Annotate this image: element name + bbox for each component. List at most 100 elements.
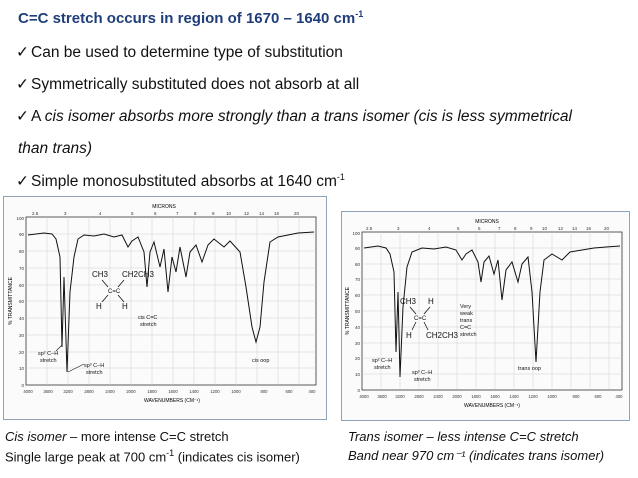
svg-text:7: 7 <box>498 226 501 231</box>
svg-text:50: 50 <box>19 299 25 304</box>
svg-text:2400: 2400 <box>105 389 115 394</box>
y-axis-label: % TRANSMITTANCE <box>345 286 351 335</box>
svg-text:70: 70 <box>355 277 361 282</box>
svg-text:3200: 3200 <box>395 394 405 399</box>
svg-text:C=C: C=C <box>108 289 121 295</box>
bullet-sup: -1 <box>336 172 345 182</box>
svg-text:weak: weak <box>459 311 473 317</box>
svg-text:CH2CH3: CH2CH3 <box>426 331 459 340</box>
svg-text:2.5: 2.5 <box>32 211 39 216</box>
svg-text:20: 20 <box>294 211 300 216</box>
svg-text:H: H <box>406 331 412 340</box>
ann-sp3: sp³ C–H <box>84 363 104 369</box>
svg-text:3: 3 <box>397 226 400 231</box>
svg-text:30: 30 <box>19 333 25 338</box>
svg-text:10: 10 <box>355 372 361 377</box>
svg-text:20: 20 <box>604 226 610 231</box>
trans-caption-line1: Trans isomer – less intense C=C stretch <box>348 429 579 444</box>
check-icon: ✓ <box>16 108 29 125</box>
svg-text:5: 5 <box>131 211 134 216</box>
check-icon: ✓ <box>16 76 29 93</box>
ann-cis-oop: cis oop <box>252 358 269 364</box>
svg-text:9: 9 <box>212 211 215 216</box>
bullet-text-a: A <box>31 108 45 125</box>
svg-text:4000: 4000 <box>359 394 369 399</box>
ann-sp2: sp² C–H <box>38 351 58 357</box>
svg-text:trans: trans <box>460 318 472 324</box>
svg-text:5: 5 <box>457 226 460 231</box>
svg-text:3600: 3600 <box>43 389 53 394</box>
svg-text:90: 90 <box>19 232 25 237</box>
svg-text:2.5: 2.5 <box>366 226 373 231</box>
svg-text:20: 20 <box>19 350 25 355</box>
bullet-text: Simple monosubstituted absorbs at 1640 c… <box>31 173 337 191</box>
check-icon: ✓ <box>16 173 29 191</box>
cis-caption-line1: Cis isomer – more intense C=C stretch <box>5 429 229 444</box>
svg-text:1800: 1800 <box>147 389 157 394</box>
svg-text:2000: 2000 <box>126 389 136 394</box>
svg-text:70: 70 <box>19 266 25 271</box>
svg-text:50: 50 <box>355 309 361 314</box>
svg-text:2000: 2000 <box>452 394 462 399</box>
trans-ir-spectrum: MICRONS 2.5 3 4 5 6 7 8 9 10 12 14 16 20 % TRANS… <box>341 211 630 421</box>
bullet-text: Symmetrically substituted does not absor… <box>31 76 360 93</box>
svg-text:1400: 1400 <box>509 394 519 399</box>
svg-text:6: 6 <box>478 226 481 231</box>
bullet-text-c: than trans) <box>18 140 93 157</box>
svg-text:10: 10 <box>19 366 25 371</box>
ann-trans-oop: trans oop <box>518 366 541 372</box>
y-axis-label: % TRANSMITTANCE <box>8 276 14 325</box>
svg-text:2800: 2800 <box>84 389 94 394</box>
svg-text:400: 400 <box>616 394 624 399</box>
svg-text:1600: 1600 <box>168 389 178 394</box>
bullet-2: ✓ Symmetrically substituted does not abso… <box>16 75 359 94</box>
microns-label: MICRONS <box>152 204 176 210</box>
svg-text:1800: 1800 <box>471 394 481 399</box>
svg-text:600: 600 <box>286 389 294 394</box>
title-text: C=C stretch occurs in region of 1670 – 1… <box>18 10 356 27</box>
bullet-3: ✓ A cis isomer absorbs more strongly than… <box>16 107 572 126</box>
x-axis-label: WAVENUMBERS (CM⁻¹) <box>144 398 200 404</box>
svg-text:80: 80 <box>355 262 361 267</box>
trans-caption-line2: Band near 970 cm⁻¹ (indicates trans isom… <box>348 448 605 463</box>
svg-text:12: 12 <box>244 211 250 216</box>
title-sup: -1 <box>355 9 364 19</box>
svg-text:stretch: stretch <box>40 358 57 364</box>
svg-text:800: 800 <box>261 389 269 394</box>
ann-cis-cc: cis C=C <box>138 315 157 321</box>
svg-text:14: 14 <box>259 211 265 216</box>
bullet-text: Can be used to determine type of substit… <box>31 44 343 61</box>
svg-text:1200: 1200 <box>210 389 220 394</box>
ann-very-weak: Very <box>460 304 471 310</box>
svg-text:CH3: CH3 <box>92 270 109 279</box>
svg-text:1400: 1400 <box>189 389 199 394</box>
svg-text:30: 30 <box>355 341 361 346</box>
svg-text:3600: 3600 <box>377 394 387 399</box>
svg-text:stretch: stretch <box>374 365 391 371</box>
svg-text:60: 60 <box>19 283 25 288</box>
cis-caption-italic: Cis isomer <box>5 429 67 444</box>
check-icon: ✓ <box>16 44 29 61</box>
svg-text:8: 8 <box>194 211 197 216</box>
svg-text:C=C: C=C <box>460 325 471 331</box>
svg-text:1000: 1000 <box>547 394 557 399</box>
svg-text:1200: 1200 <box>528 394 538 399</box>
bullet-1: ✓ Can be used to determine type of substi… <box>16 43 343 62</box>
svg-text:3: 3 <box>64 211 67 216</box>
bullet-text-b: cis isomer absorbs more strongly than a … <box>44 108 572 125</box>
svg-text:0: 0 <box>357 388 360 393</box>
svg-text:9: 9 <box>530 226 533 231</box>
svg-text:100: 100 <box>16 216 24 221</box>
svg-text:600: 600 <box>595 394 603 399</box>
microns-label: MICRONS <box>475 219 499 225</box>
svg-text:90: 90 <box>355 246 361 251</box>
svg-text:H: H <box>96 302 102 311</box>
svg-text:16: 16 <box>586 226 592 231</box>
svg-text:40: 40 <box>19 316 25 321</box>
svg-text:stretch: stretch <box>460 332 477 338</box>
svg-text:stretch: stretch <box>140 322 157 328</box>
cis-ir-spectrum: MICRONS 2.5 3 4 5 6 7 8 9 10 12 14 16 20 % TRANS… <box>3 196 327 420</box>
svg-text:16: 16 <box>274 211 280 216</box>
svg-text:1000: 1000 <box>231 389 241 394</box>
svg-text:4: 4 <box>428 226 431 231</box>
